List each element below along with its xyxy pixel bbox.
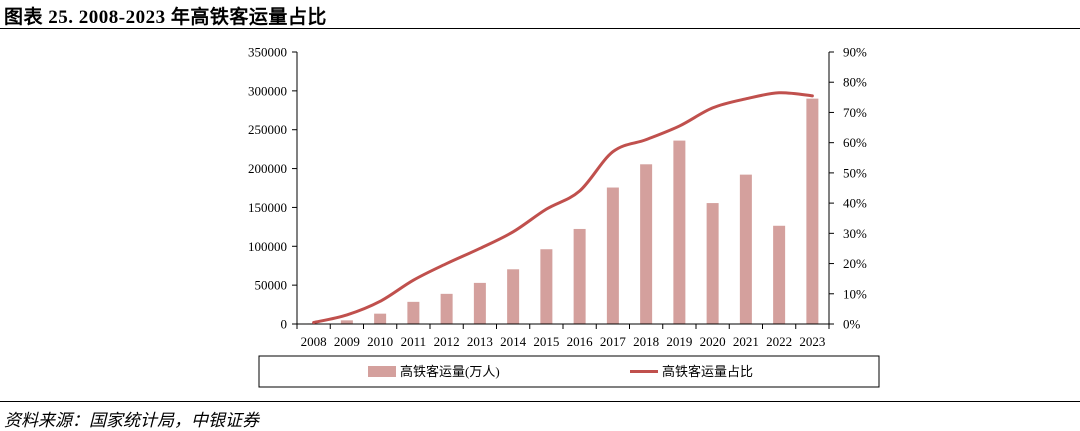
legend-line-label: 高铁客运量占比 [662, 364, 753, 379]
source-note: 资料来源：国家统计局，中银证券 [4, 411, 259, 430]
bar [407, 301, 420, 324]
x-tick-label: 2012 [434, 334, 460, 349]
left-tick-label: 0 [281, 317, 288, 332]
bar [573, 228, 586, 324]
bar [806, 98, 819, 324]
left-tick-label: 250000 [248, 122, 287, 137]
x-tick-label: 2018 [633, 334, 659, 349]
right-tick-label: 60% [843, 135, 867, 150]
right-tick-label: 70% [843, 105, 867, 120]
x-tick-label: 2017 [600, 334, 627, 349]
bar [773, 225, 786, 324]
legend-box [258, 355, 880, 388]
bar [340, 320, 353, 324]
right-tick-label: 50% [843, 165, 867, 180]
left-tick-label: 300000 [248, 83, 287, 98]
left-tick-label: 100000 [248, 239, 287, 254]
axes: 0 50000 100000 150000 200000 250000 300000 3500… [248, 45, 867, 350]
x-tick-label: 2016 [567, 334, 594, 349]
bar [640, 164, 653, 324]
bar [739, 174, 752, 324]
chart: 0 50000 100000 150000 200000 250000 300000 3500… [248, 45, 880, 388]
bar [706, 203, 719, 324]
x-tick-label: 2014 [500, 334, 527, 349]
x-tick-label: 2011 [401, 334, 427, 349]
right-tick-label: 40% [843, 196, 867, 211]
bar [473, 282, 486, 324]
bar [507, 269, 520, 324]
x-tick-label: 2020 [700, 334, 726, 349]
left-tick-label: 50000 [255, 278, 288, 293]
x-tick-label: 2008 [301, 334, 327, 349]
bar [606, 187, 619, 324]
x-tick-label: 2021 [733, 334, 759, 349]
right-tick-label: 0% [843, 317, 861, 332]
x-tick-label: 2015 [533, 334, 559, 349]
x-tick-label: 2023 [799, 334, 825, 349]
legend: 高铁客运量(万人) 高铁客运量占比 [258, 355, 880, 388]
x-tick-label: 2013 [467, 334, 493, 349]
bar-series [307, 98, 819, 324]
bar [374, 313, 387, 324]
left-tick-label: 200000 [248, 161, 287, 176]
bar [440, 293, 453, 324]
legend-bar-swatch [368, 366, 396, 377]
figure-title: 图表 25. 2008-2023 年高铁客运量占比 [4, 7, 327, 28]
title-divider [0, 28, 1080, 29]
right-tick-label: 30% [843, 226, 867, 241]
right-tick-label: 20% [843, 256, 867, 271]
right-tick-label: 90% [843, 45, 867, 60]
right-tick-label: 80% [843, 75, 867, 90]
line-series [312, 91, 814, 324]
x-tick-label: 2010 [367, 334, 393, 349]
x-tick-label: 2009 [334, 334, 360, 349]
left-tick-label: 150000 [248, 200, 287, 215]
x-tick-label: 2019 [666, 334, 692, 349]
legend-bar-label: 高铁客运量(万人) [400, 364, 500, 379]
bar [673, 140, 686, 324]
x-tick-label: 2022 [766, 334, 792, 349]
source-divider [0, 401, 1080, 402]
bar [540, 249, 553, 324]
left-tick-label: 350000 [248, 45, 287, 60]
share-line [312, 91, 814, 324]
right-tick-label: 10% [843, 286, 867, 301]
